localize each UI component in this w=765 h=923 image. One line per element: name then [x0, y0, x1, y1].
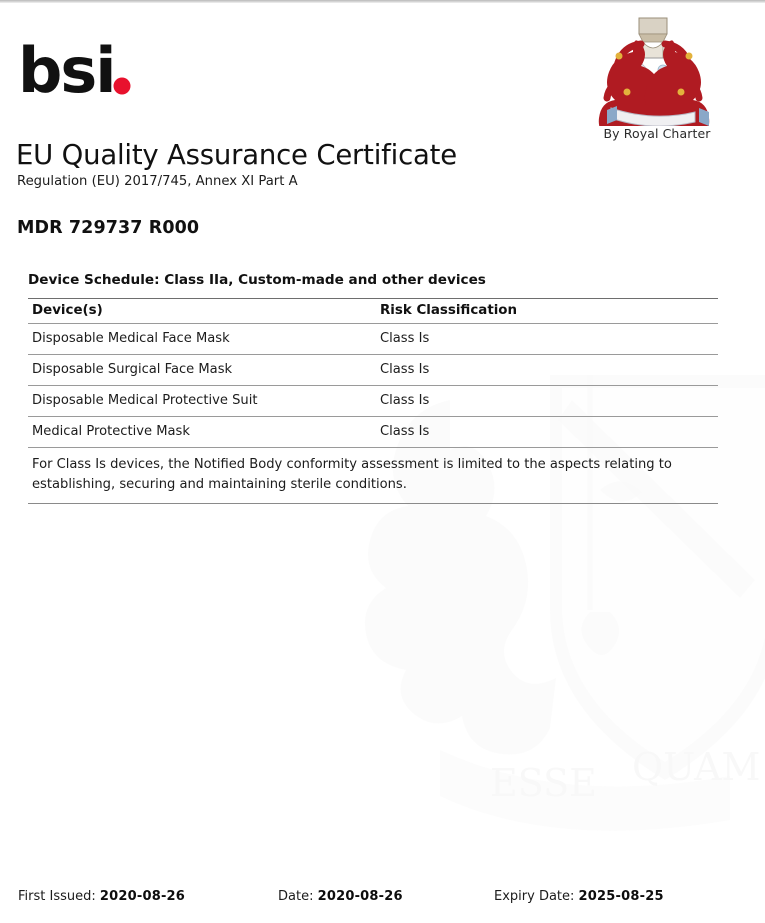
- svg-text:bsi: bsi: [18, 38, 115, 107]
- cell-device: Medical Protective Mask: [28, 416, 376, 448]
- device-schedule-table: Device(s) Risk Classification Disposable…: [28, 298, 718, 504]
- table-row: Medical Protective Mask Class Is: [28, 416, 718, 448]
- schedule-note: For Class Is devices, the Notified Body …: [28, 447, 718, 504]
- expiry-date-value: 2025-08-25: [578, 889, 664, 904]
- table-row: Disposable Medical Face Mask Class Is: [28, 323, 718, 355]
- bsi-logo-dot: [113, 77, 131, 95]
- column-header-risk-classification: Risk Classification: [376, 298, 718, 324]
- column-header-devices: Device(s): [28, 298, 376, 324]
- certificate-number: MDR 729737 R000: [17, 218, 200, 238]
- device-schedule-section: Device Schedule: Class IIa, Custom-made …: [28, 272, 718, 504]
- cell-risk: Class Is: [376, 323, 718, 355]
- date-field: Date: 2020-08-26: [278, 889, 403, 904]
- device-schedule-heading: Device Schedule: Class IIa, Custom-made …: [28, 272, 486, 288]
- page-title: EU Quality Assurance Certificate: [16, 139, 457, 171]
- table-note-row: For Class Is devices, the Notified Body …: [28, 447, 718, 504]
- date-value: 2020-08-26: [317, 889, 403, 904]
- table-row: Disposable Medical Protective Suit Class…: [28, 385, 718, 417]
- table-header-row: Device(s) Risk Classification: [28, 298, 718, 324]
- cell-device: Disposable Medical Protective Suit: [28, 385, 376, 417]
- cell-risk: Class Is: [376, 416, 718, 448]
- date-label: Date:: [278, 889, 314, 904]
- cell-device: Disposable Medical Face Mask: [28, 323, 376, 355]
- regulation-subtitle: Regulation (EU) 2017/745, Annex XI Part …: [17, 174, 298, 189]
- svg-text:ESSE: ESSE: [490, 761, 597, 805]
- royal-crest-icon: [593, 14, 713, 126]
- svg-text:QUAM: QUAM: [632, 745, 760, 789]
- page-top-rule: [0, 0, 765, 3]
- expiry-date-label: Expiry Date:: [494, 889, 575, 904]
- first-issued-value: 2020-08-26: [99, 889, 186, 904]
- bsi-logo: bsi: [18, 38, 148, 108]
- table-row: Disposable Surgical Face Mask Class Is: [28, 354, 718, 386]
- cell-risk: Class Is: [376, 385, 718, 417]
- royal-charter-caption: By Royal Charter: [603, 126, 711, 141]
- certificate-footer: First Issued: 2020-08-26 Date: 2020-08-2…: [0, 889, 765, 913]
- cell-risk: Class Is: [376, 354, 718, 386]
- first-issued-field: First Issued: 2020-08-26: [18, 889, 185, 904]
- first-issued-label: First Issued:: [18, 889, 96, 904]
- cell-device: Disposable Surgical Face Mask: [28, 354, 376, 386]
- expiry-date-field: Expiry Date: 2025-08-25: [494, 889, 664, 904]
